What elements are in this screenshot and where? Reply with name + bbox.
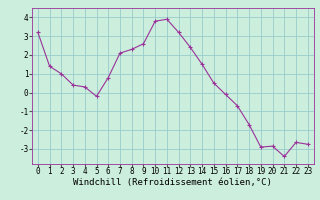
X-axis label: Windchill (Refroidissement éolien,°C): Windchill (Refroidissement éolien,°C) (73, 178, 272, 187)
